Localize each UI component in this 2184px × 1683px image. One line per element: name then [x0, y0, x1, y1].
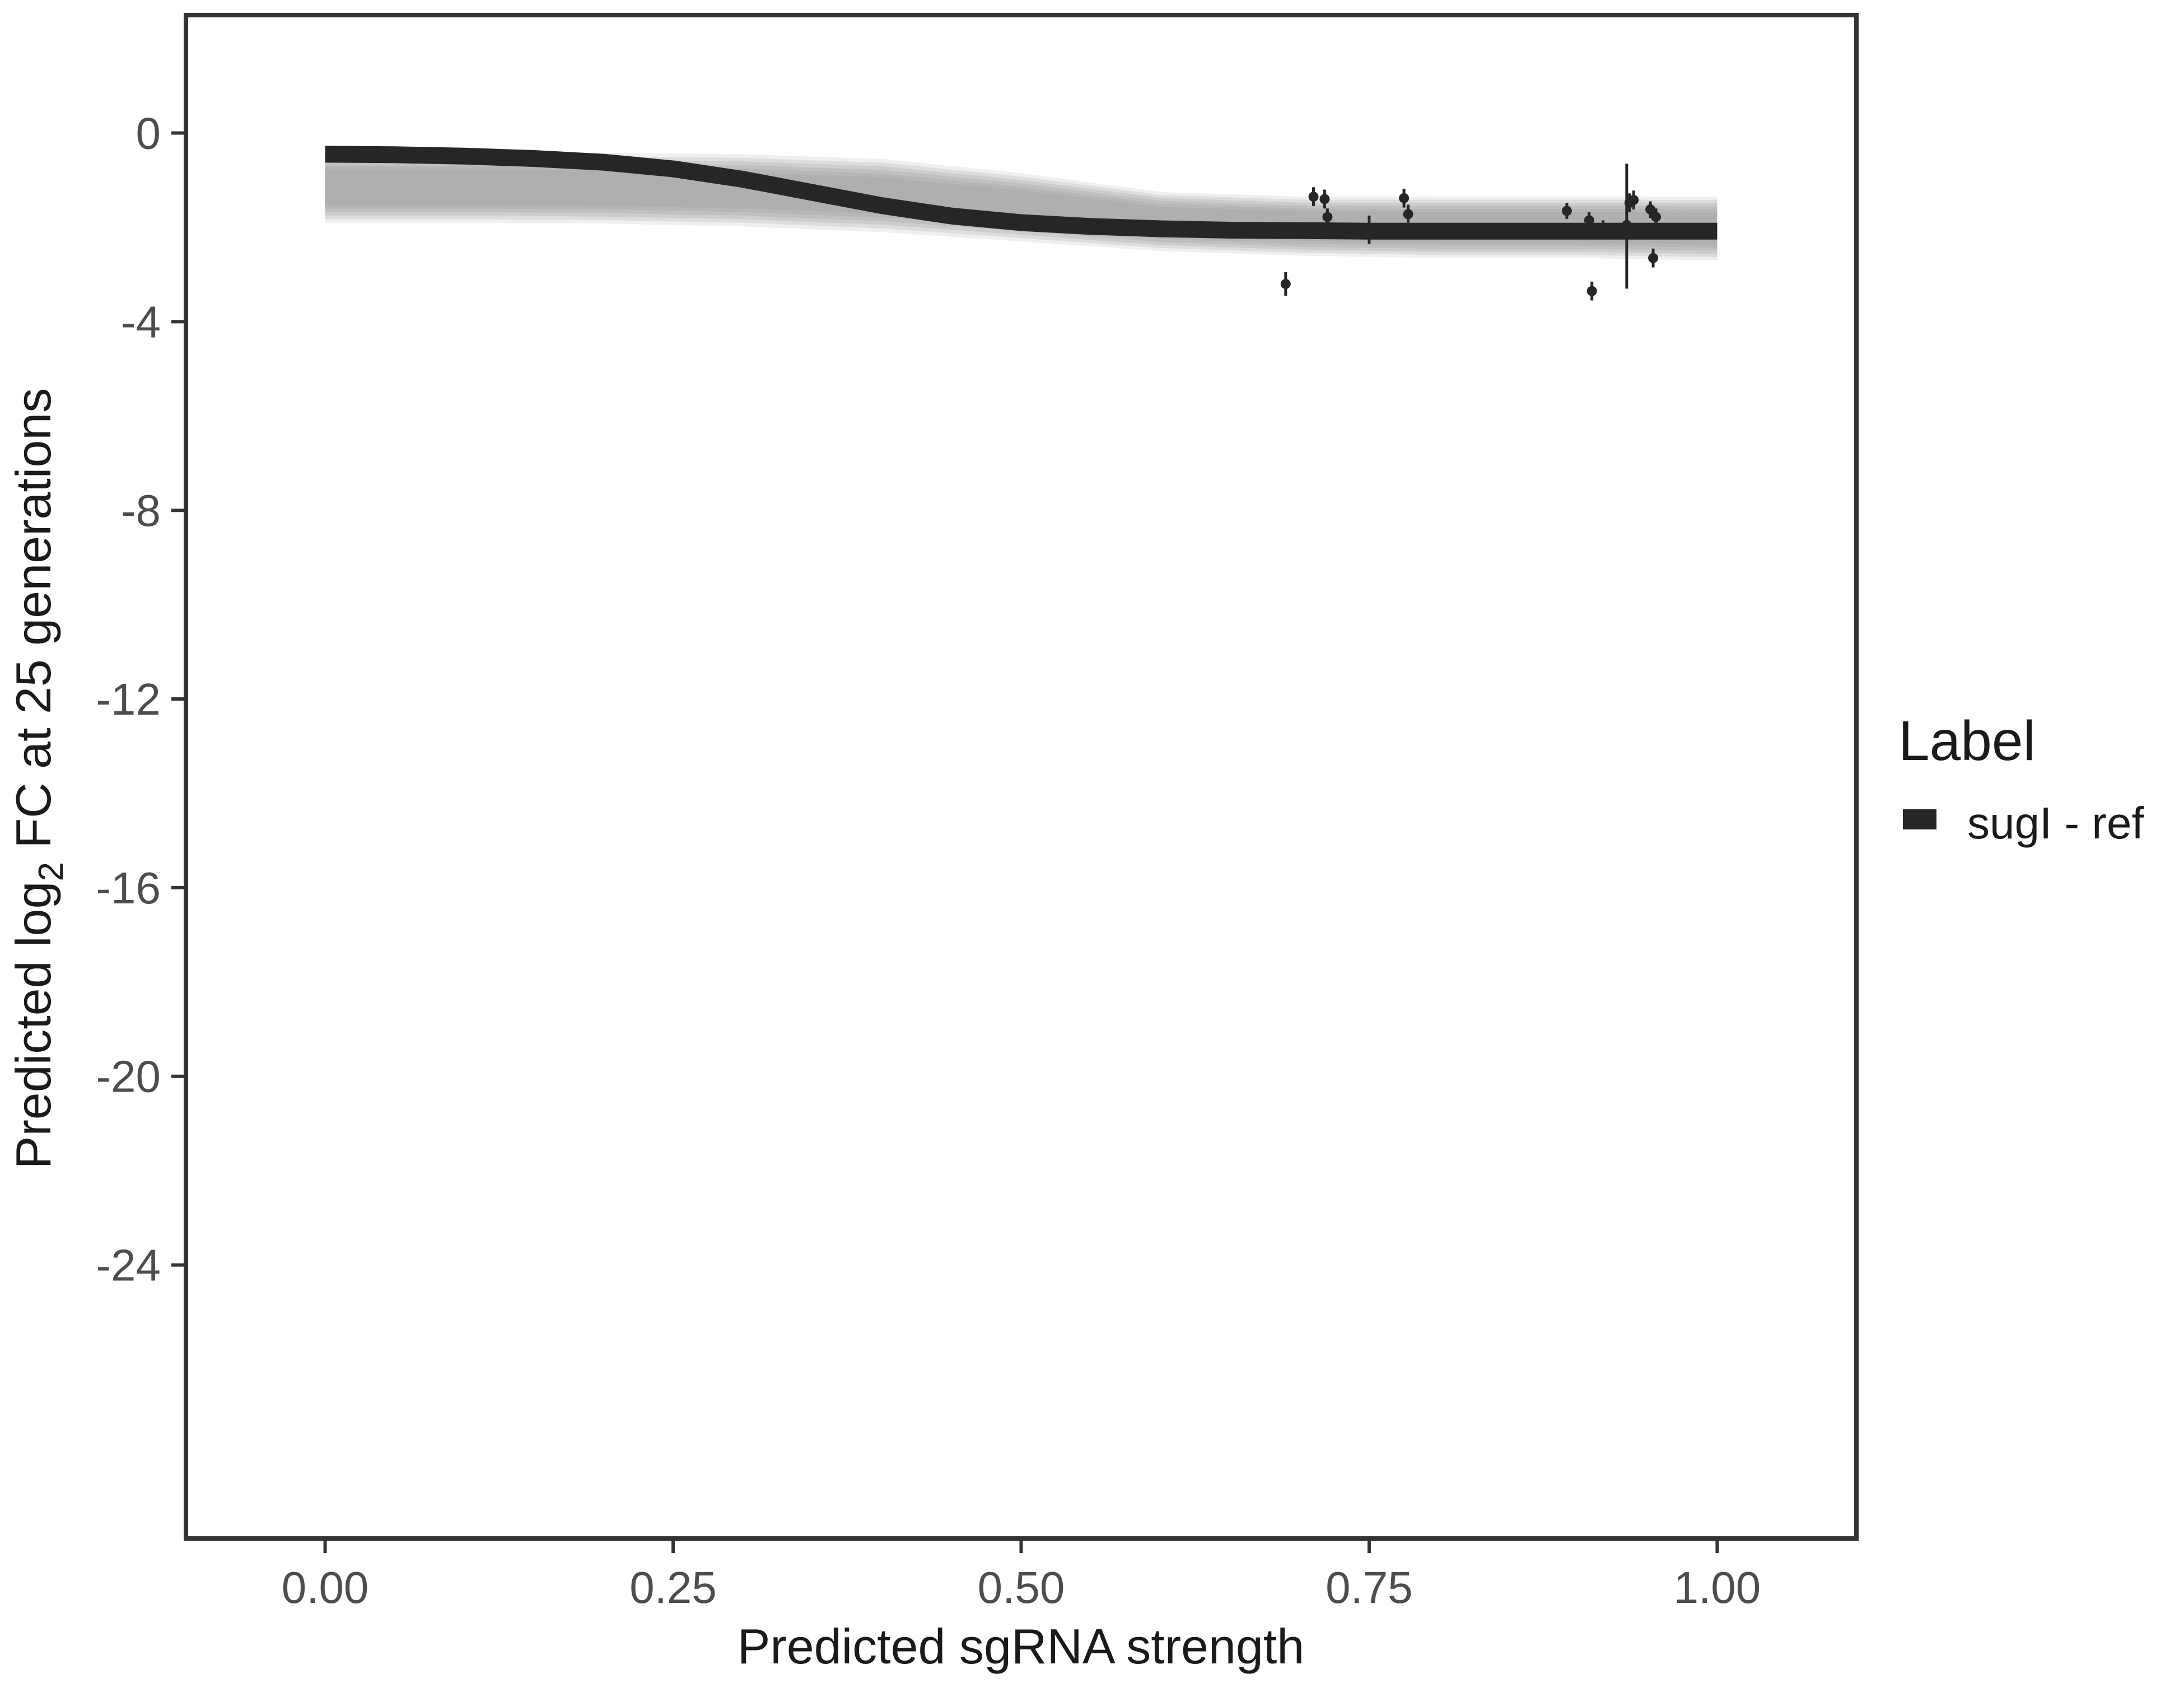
x-axis: 0.00 0.25 0.50 0.75 1.00	[282, 1541, 1761, 1612]
x-axis-tick-label: 0.00	[282, 1563, 369, 1612]
y-axis-title: Predicted log2 FC at 25 generations	[6, 388, 71, 1169]
legend-title: Label	[1898, 710, 2036, 772]
y-axis: 0 -4 -8 -12 -16 -20 -24	[96, 109, 184, 1290]
panel-border	[184, 13, 1859, 1541]
observed-point	[1586, 286, 1597, 296]
observed-point	[1628, 195, 1639, 206]
observed-point	[1308, 192, 1319, 202]
y-axis-tick-label: -4	[121, 297, 161, 347]
legend-key-sugi-ref	[1903, 809, 1936, 829]
observed-point	[1399, 193, 1410, 203]
x-axis-tick-label: 0.50	[978, 1563, 1065, 1612]
x-axis-tick-label: 1.00	[1674, 1563, 1761, 1612]
y-axis-tick-label: -8	[121, 486, 161, 535]
y-axis-title-prefix: Predicted log	[6, 882, 61, 1169]
fitted-curve-layer	[325, 146, 1718, 240]
observed-point	[1645, 204, 1656, 215]
observed-point	[1598, 225, 1608, 235]
observed-point	[1319, 194, 1330, 204]
observed-point	[1621, 220, 1632, 230]
legend-label-sugi-ref: sugI - ref	[1967, 798, 2144, 848]
observed-point	[1584, 215, 1594, 226]
observed-point	[1364, 225, 1374, 235]
x-axis-tick-label: 0.25	[629, 1563, 717, 1612]
observed-points-layer	[1280, 164, 1662, 301]
y-axis-tick-label: -24	[96, 1241, 161, 1290]
x-axis-title: Predicted sgRNA strength	[738, 1619, 1305, 1674]
y-axis-tick-label: -16	[96, 863, 161, 913]
x-axis-tick-label: 0.75	[1326, 1563, 1413, 1612]
observed-point	[1561, 206, 1572, 216]
y-axis-title-subscript: 2	[32, 862, 71, 881]
observed-point	[1403, 209, 1413, 220]
observed-point	[1280, 279, 1291, 289]
y-axis-tick-label: -20	[96, 1052, 161, 1102]
y-axis-tick-label: -12	[96, 674, 161, 724]
observed-point	[1648, 253, 1659, 263]
legend: Label sugI - ref	[1898, 710, 2144, 848]
observed-point	[1322, 212, 1333, 222]
y-axis-tick-label: 0	[136, 109, 161, 158]
y-axis-title-suffix: FC at 25 generations	[6, 388, 61, 862]
observed-point	[1651, 212, 1662, 222]
fitted-curve-sugi-ref	[325, 146, 1718, 240]
